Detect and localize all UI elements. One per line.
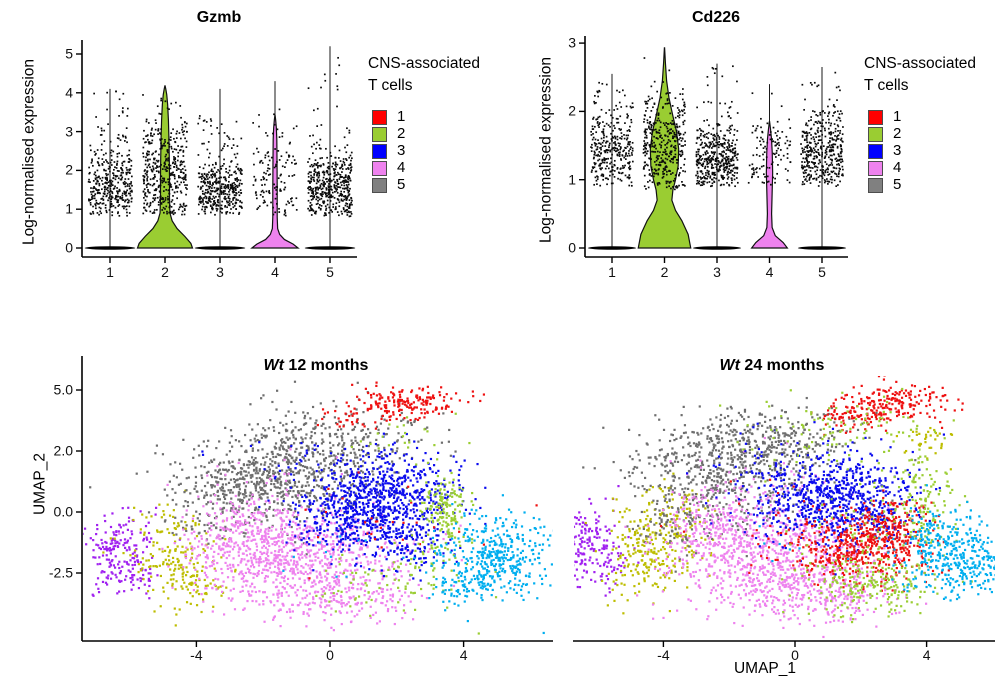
legend-swatch-4 — [372, 161, 387, 176]
legend-title-line2: T cells — [864, 77, 909, 94]
wt12-title: Wt 12 months — [264, 357, 369, 375]
violin2-ytick-label: 0 — [568, 239, 576, 256]
umap1-ytick-label: 2.0 — [53, 442, 73, 459]
legend-entry-label: 5 — [397, 176, 406, 193]
wt24-title-age: 24 months — [739, 357, 825, 374]
violin2-xtick-label: 1 — [608, 264, 616, 280]
umap2-axis-label: UMAP_2 — [31, 452, 49, 516]
legend-swatch-3 — [868, 144, 883, 159]
umap1-xtick-label: -4 — [190, 647, 203, 663]
legend-entry-label: 2 — [397, 125, 406, 142]
umap1-axis-label: UMAP_1 — [733, 660, 797, 677]
violin1-xtick-label: 4 — [271, 264, 279, 280]
violin2-xtick-label: 4 — [765, 264, 774, 280]
legend-entry-label: 3 — [397, 142, 406, 159]
violin1-ytick-label: 3 — [65, 122, 73, 139]
legend-swatch-4 — [868, 161, 883, 176]
wt12-title-genotype: Wt — [263, 357, 284, 374]
violin1-ytick-label: 2 — [65, 161, 73, 178]
umap2-xtick-label: 4 — [922, 647, 931, 663]
gzmb-y-axis-label: Log-normalised expression — [20, 58, 38, 246]
violin2-xtick-label: 5 — [818, 264, 826, 280]
legend-title-line1: CNS-associated — [368, 55, 480, 72]
wt12-title-age: 12 months — [283, 357, 369, 374]
umap1-ytick-label: 0.0 — [53, 503, 73, 520]
legend-swatch-1 — [868, 110, 883, 125]
umap1-ytick-label: 5.0 — [53, 381, 73, 398]
legend-entry-label: 4 — [893, 159, 902, 176]
violin2-xtick-label: 3 — [713, 264, 721, 280]
legend-swatch-1 — [372, 110, 387, 125]
legend-title-line2: T cells — [368, 77, 413, 94]
legend-entry-label: 1 — [397, 108, 406, 125]
legend-swatch-5 — [372, 178, 387, 193]
legend-swatch-2 — [372, 127, 387, 142]
wt24-title: Wt 24 months — [720, 357, 825, 375]
cd226-title: Cd226 — [691, 9, 741, 26]
violin1-xtick-label: 3 — [216, 264, 224, 280]
violin1-ytick-label: 5 — [65, 45, 73, 62]
gzmb-title: Gzmb — [196, 9, 242, 26]
violin2-ytick-label: 3 — [568, 34, 576, 51]
violin1-ytick-label: 1 — [65, 200, 73, 217]
legend-entry-label: 5 — [893, 176, 902, 193]
violin2-ytick-label: 2 — [568, 102, 576, 119]
legend-swatch-3 — [372, 144, 387, 159]
umap1-ytick-label: -2.5 — [48, 564, 73, 581]
legend-swatch-2 — [868, 127, 883, 142]
wt24-title-genotype: Wt — [719, 357, 740, 374]
legend-entry-label: 4 — [397, 159, 406, 176]
umap2-xtick-label: -4 — [657, 647, 670, 663]
umap1-xtick-label: 4 — [459, 647, 468, 663]
violin2-ytick-label: 1 — [568, 170, 576, 187]
violin1-xtick-label: 1 — [106, 264, 114, 280]
violin1-ytick-label: 4 — [65, 84, 73, 101]
legend-title-line1: CNS-associated — [864, 55, 976, 72]
legend-swatch-5 — [868, 178, 883, 193]
violin1-xtick-label: 2 — [161, 264, 169, 280]
umap1-xtick-label: 0 — [326, 647, 334, 663]
umap2-xtick-label: 0 — [791, 647, 799, 663]
cd226-y-axis-label: Log-normalised expression — [537, 56, 555, 244]
violin2-xtick-label: 2 — [660, 264, 669, 280]
legend-entry-label: 1 — [893, 108, 902, 125]
legend-entry-label: 2 — [893, 125, 902, 142]
violin1-ytick-label: 0 — [65, 239, 73, 256]
legend-entry-label: 3 — [893, 142, 902, 159]
violin1-xtick-label: 5 — [326, 264, 334, 280]
